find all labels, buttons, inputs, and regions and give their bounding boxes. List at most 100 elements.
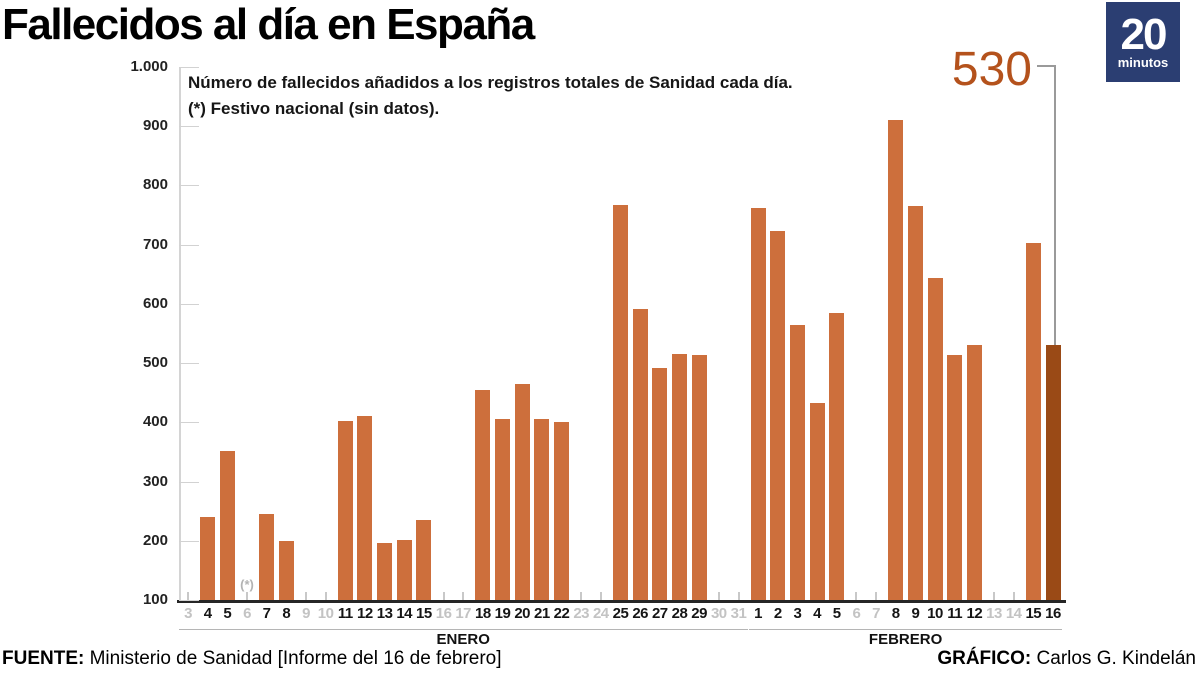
day-label-enero-14: 14	[396, 605, 413, 622]
day-tick	[187, 592, 189, 600]
source-label: FUENTE:	[2, 648, 85, 669]
day-label-enero-15: 15	[416, 605, 432, 622]
leader-line-vertical	[1054, 65, 1056, 346]
day-tick	[737, 592, 740, 600]
highlight-value-label: 530	[951, 43, 1032, 96]
day-label-febrero-13: 13	[986, 605, 1002, 622]
logo-word: minutos	[1117, 55, 1169, 70]
note-line-1: Número de fallecidos añadidos a los regi…	[188, 73, 793, 92]
festivo-marker: (*)	[240, 577, 254, 592]
bar-febrero-10	[927, 277, 943, 600]
day-label-enero-13: 13	[376, 605, 393, 622]
credit-label: GRÁFICO:	[937, 648, 1032, 669]
bar-febrero-5	[829, 313, 845, 600]
y-tick-label: 400	[142, 413, 168, 430]
day-label-enero-5: 5	[223, 605, 232, 622]
bar-febrero-16	[1045, 345, 1061, 600]
day-label-febrero-11: 11	[947, 605, 963, 622]
day-label-enero-31: 31	[730, 605, 747, 622]
y-tick	[179, 600, 199, 601]
day-label-enero-29: 29	[691, 605, 707, 622]
day-tick	[305, 592, 307, 600]
y-tick-label: 700	[142, 236, 168, 253]
day-label-enero-28: 28	[671, 605, 688, 622]
bar-febrero-12	[966, 344, 982, 600]
day-label-enero-22: 22	[553, 605, 570, 622]
day-tick	[1012, 592, 1015, 600]
chart-notes: Número de fallecidos añadidos a los regi…	[188, 70, 793, 122]
bar-enero-28	[672, 354, 687, 600]
bar-febrero-9	[907, 205, 923, 600]
day-label-enero-24: 24	[592, 605, 609, 622]
day-tick	[442, 592, 445, 600]
day-label-febrero-5: 5	[832, 605, 841, 622]
y-tick	[179, 245, 199, 246]
y-tick	[179, 185, 199, 186]
day-label-febrero-14: 14	[1005, 605, 1022, 622]
page-title: Fallecidos al día en España	[2, 0, 535, 49]
bar-febrero-1	[750, 207, 766, 600]
bar-enero-5	[219, 450, 235, 600]
source-credit: FUENTE: Ministerio de Sanidad [Informe d…	[2, 648, 502, 670]
y-tick-label: 300	[142, 473, 168, 490]
day-label-enero-16: 16	[435, 605, 452, 622]
bar-enero-12	[357, 416, 373, 600]
day-label-febrero-12: 12	[966, 605, 983, 622]
bar-enero-8	[278, 541, 294, 600]
logo-number: 20	[1120, 10, 1168, 59]
month-label-febrero: FEBRERO	[868, 631, 943, 648]
bar-enero-4	[200, 516, 216, 600]
day-label-enero-6: 6	[243, 605, 251, 622]
y-tick	[179, 363, 199, 364]
graphic-credit: GRÁFICO: Carlos G. Kindelán	[937, 648, 1196, 670]
day-tick	[580, 592, 583, 600]
bar-febrero-15	[1025, 242, 1041, 600]
bar-enero-13	[377, 543, 393, 600]
y-tick-label: 1.000	[130, 58, 168, 75]
day-label-enero-7: 7	[262, 605, 271, 622]
day-label-enero-20: 20	[514, 605, 531, 622]
bar-enero-27	[652, 367, 668, 600]
bar-febrero-2	[770, 230, 786, 600]
y-tick	[179, 126, 199, 127]
day-label-febrero-15: 15	[1025, 605, 1042, 622]
y-tick-label: 200	[142, 532, 168, 549]
bar-febrero-11	[947, 355, 963, 600]
day-tick	[462, 592, 465, 600]
bar-enero-19	[495, 418, 510, 600]
day-tick	[875, 592, 878, 600]
bar-enero-20	[514, 383, 530, 600]
day-tick	[599, 592, 602, 600]
leader-line-horizontal	[1037, 65, 1055, 67]
bar-enero-11	[337, 420, 353, 600]
day-label-enero-26: 26	[632, 605, 649, 622]
day-label-enero-18: 18	[475, 605, 491, 622]
day-label-febrero-9: 9	[911, 605, 920, 622]
day-label-enero-11: 11	[337, 605, 353, 622]
day-label-febrero-8: 8	[891, 605, 900, 622]
day-label-febrero-4: 4	[813, 605, 822, 622]
source-text: Ministerio de Sanidad [Informe del 16 de…	[89, 648, 502, 669]
day-tick	[717, 592, 720, 600]
x-axis-line	[177, 600, 1066, 603]
day-label-enero-12: 12	[357, 605, 373, 622]
day-label-enero-21: 21	[534, 605, 550, 622]
day-label-enero-30: 30	[710, 605, 727, 622]
y-tick-label: 100	[142, 591, 168, 608]
bar-enero-15	[416, 520, 432, 600]
y-tick-label: 600	[142, 295, 168, 312]
day-label-enero-8: 8	[282, 605, 291, 622]
bar-enero-26	[632, 309, 648, 600]
bar-enero-18	[475, 389, 491, 600]
y-tick	[179, 422, 199, 423]
day-tick	[246, 592, 248, 600]
y-tick	[179, 67, 199, 68]
day-label-febrero-16: 16	[1045, 605, 1061, 622]
y-tick	[179, 541, 199, 542]
bar-enero-21	[534, 419, 550, 600]
note-line-2: (*) Festivo nacional (sin datos).	[188, 99, 440, 118]
bar-enero-14	[396, 539, 412, 600]
day-label-enero-23: 23	[573, 605, 590, 622]
y-tick	[179, 304, 199, 305]
